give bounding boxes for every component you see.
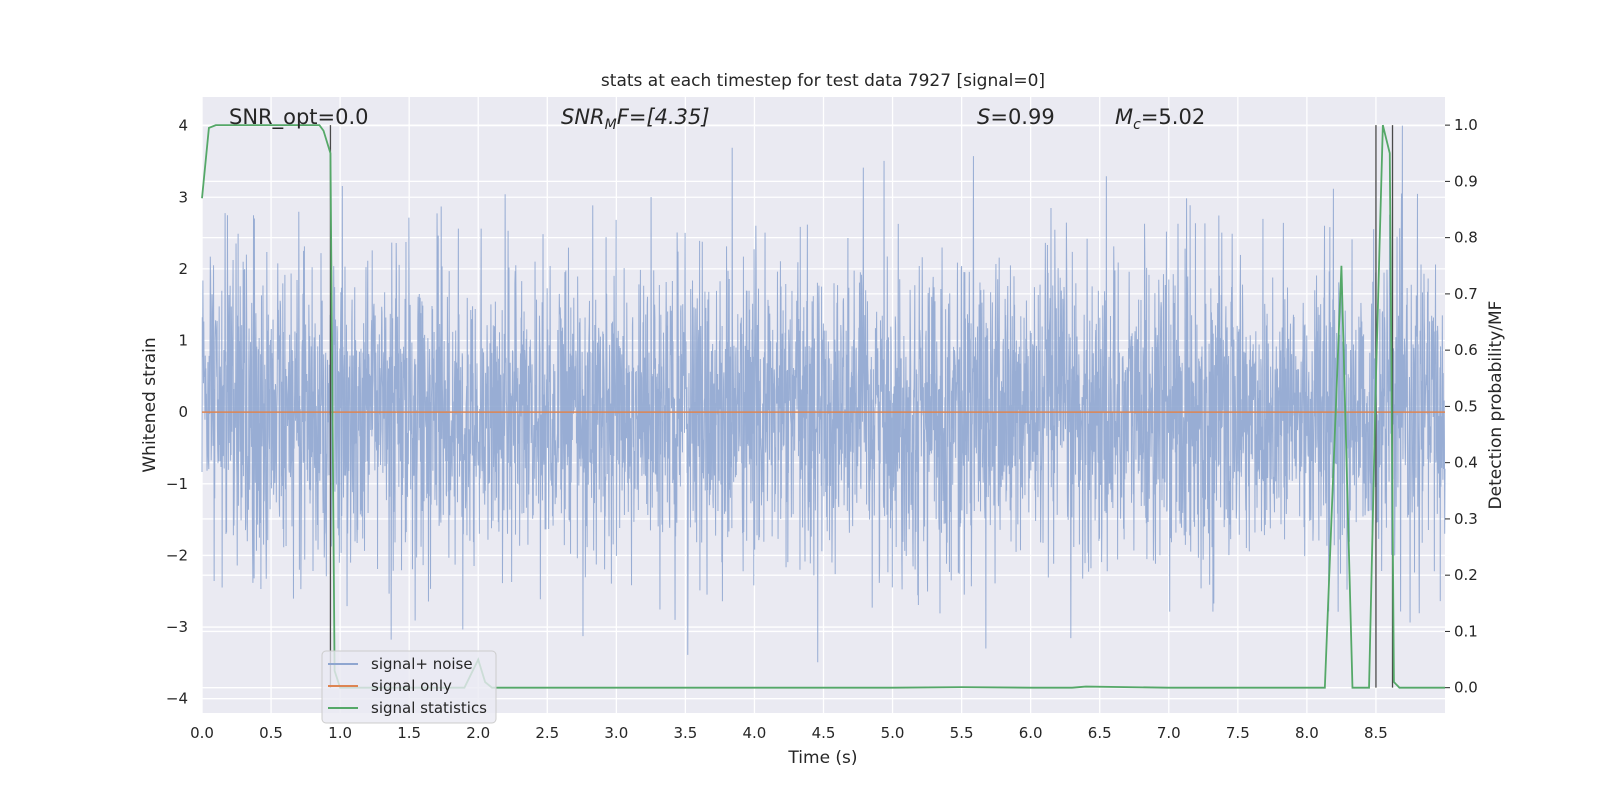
x-axis-label: Time (s)	[787, 748, 857, 768]
annotation-snr-mf: SNRMF=[4.35]	[561, 105, 710, 133]
y-right-tick-label: 0.6	[1454, 341, 1478, 359]
y-right-tick-label: 0.3	[1454, 510, 1478, 528]
x-tick-label: 2.0	[466, 724, 490, 742]
y-right-tick-label: 1.0	[1454, 116, 1478, 134]
chart-title: stats at each timestep for test data 792…	[601, 71, 1045, 91]
annotation-snr-mf-main: SNR	[561, 105, 605, 129]
y-axis-left-label: Whitened strain	[140, 337, 160, 472]
x-tick-label: 4.5	[812, 724, 836, 742]
y-left-tick-label: 1	[178, 332, 188, 350]
annotation-mc-rest: =5.02	[1141, 105, 1205, 129]
x-tick-label: 3.5	[673, 724, 697, 742]
y-left-tick-label: 0	[178, 403, 188, 421]
annotation-snr-opt: SNR_opt=0.0	[229, 105, 369, 130]
x-tick-label: 1.5	[397, 724, 421, 742]
x-tick-label: 6.0	[1019, 724, 1043, 742]
y-axis-right-label: Detection probability/MF	[1486, 301, 1506, 510]
annotation-mc-sub: c	[1133, 117, 1141, 133]
y-right-tick-label: 0.7	[1454, 285, 1478, 303]
annotation-s-rest: =0.99	[990, 105, 1054, 129]
x-tick-label: 3.0	[604, 724, 628, 742]
y-right-tick-label: 0.0	[1454, 679, 1478, 697]
x-tick-label: 7.0	[1157, 724, 1181, 742]
x-tick-label: 8.5	[1364, 724, 1388, 742]
axis-ticks: 0.0 0.5 1.0 1.5 2.0 2.5 3.0 3.5 4.0 4.5 5.0 5.5 6.0 6…	[166, 116, 1478, 742]
signal-statistics-series	[201, 124, 1445, 689]
y-left-tick-label: −3	[166, 618, 188, 636]
x-tick-label: 0.5	[259, 724, 283, 742]
y-right-tick-label: 0.4	[1454, 454, 1478, 472]
y-right-tick-label: 0.5	[1454, 397, 1478, 415]
legend-label-signal-only: signal only	[371, 677, 452, 695]
y-right-tick-label: 0.8	[1454, 229, 1478, 247]
signal-noise-line	[201, 125, 1446, 663]
y-left-tick-label: 3	[178, 188, 188, 206]
annotation-mc-value: Mc=5.02	[1115, 105, 1205, 133]
x-tick-label: 4.0	[743, 724, 767, 742]
y-left-tick-label: −1	[166, 475, 188, 493]
legend: signal+ noise signal only signal statist…	[321, 650, 497, 724]
annotation-s-value: S=0.99	[977, 105, 1055, 129]
legend-box	[321, 650, 497, 724]
annotation-snr-mf-rest: F=[4.35]	[617, 105, 710, 129]
y-right-tick-label: 0.2	[1454, 566, 1478, 584]
x-tick-label: 0.0	[190, 724, 214, 742]
signal-noise-series	[201, 125, 1446, 663]
annotation-snr-mf-sub: M	[605, 117, 617, 133]
signal-statistics-line	[201, 124, 1445, 689]
legend-label-statistics: signal statistics	[371, 699, 487, 717]
y-left-tick-label: −2	[166, 546, 188, 564]
x-tick-label: 5.5	[950, 724, 974, 742]
annotation-mc-main: M	[1115, 105, 1133, 129]
x-tick-label: 6.5	[1088, 724, 1112, 742]
x-tick-label: 7.5	[1226, 724, 1250, 742]
x-tick-label: 1.0	[328, 724, 352, 742]
y-left-tick-label: −4	[166, 690, 188, 708]
x-tick-label: 5.0	[881, 724, 905, 742]
annotation-s-main: S	[977, 105, 990, 129]
y-right-tick-label: 0.1	[1454, 622, 1478, 640]
x-tick-label: 2.5	[535, 724, 559, 742]
legend-label-noise: signal+ noise	[371, 655, 473, 673]
y-right-tick-label: 0.9	[1454, 172, 1478, 190]
y-left-tick-label: 2	[178, 260, 188, 278]
x-tick-label: 8.0	[1295, 724, 1319, 742]
y-left-tick-label: 4	[178, 117, 188, 135]
